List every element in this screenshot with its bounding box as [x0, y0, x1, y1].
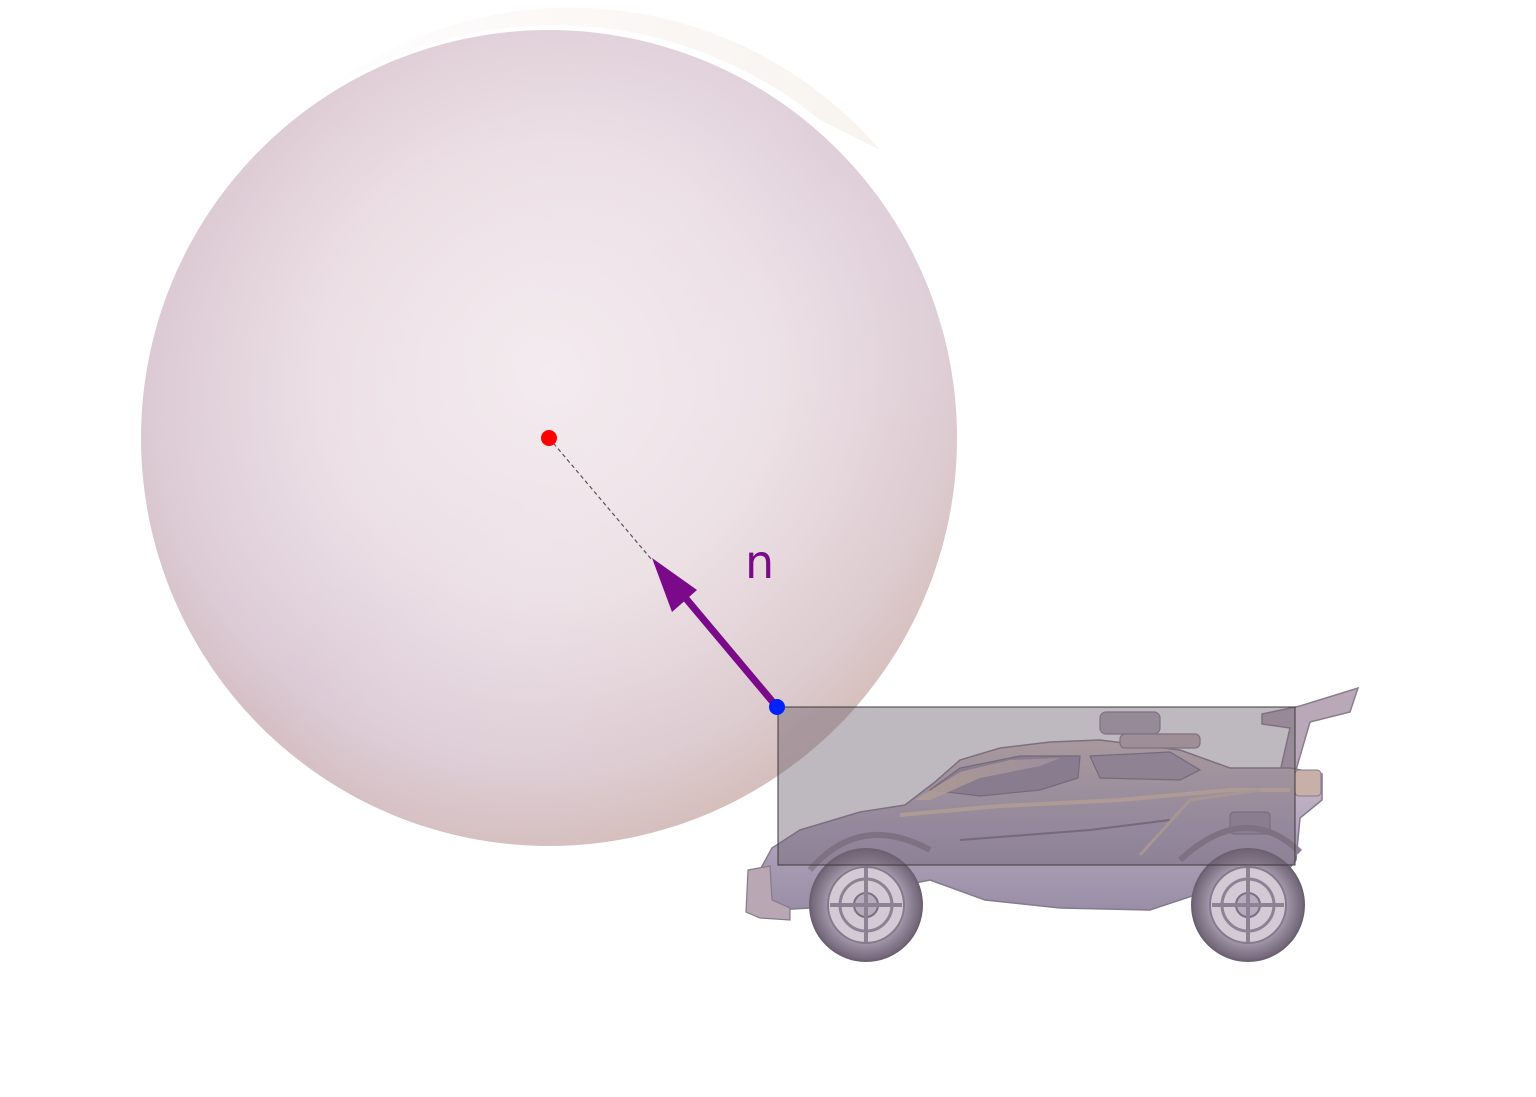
car — [745, 686, 1360, 962]
contact-point — [769, 699, 785, 715]
car-front-wheel — [809, 848, 923, 962]
normal-label: n — [745, 535, 774, 589]
car-window — [928, 755, 1081, 797]
car-spoiler — [1261, 686, 1360, 773]
center-to-contact-dashed-line — [548, 437, 653, 561]
hitbox — [777, 706, 1296, 866]
car-rear-wheel — [1191, 848, 1305, 962]
arrow-head-icon — [652, 558, 697, 612]
sphere-center-point — [541, 430, 557, 446]
normal-vector — [652, 558, 781, 711]
